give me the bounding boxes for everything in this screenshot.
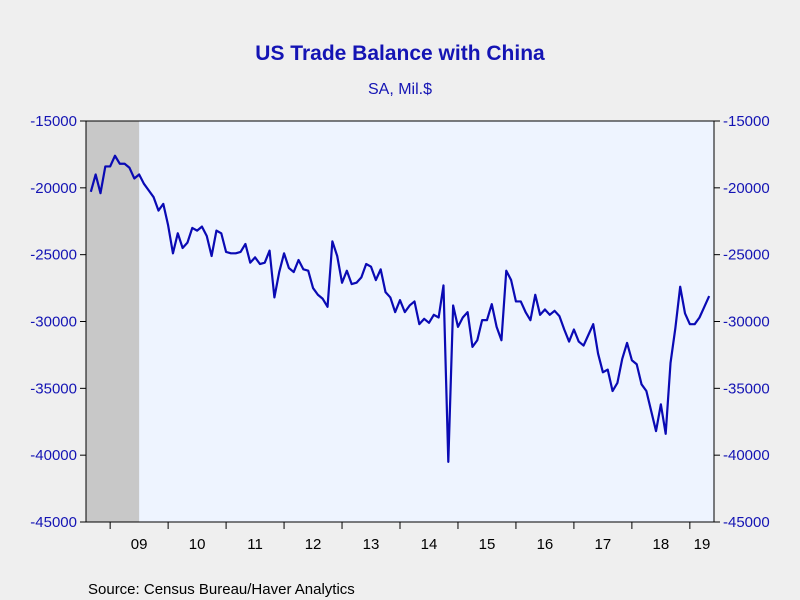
source-note: Source: Census Bureau/Haver Analytics — [88, 581, 355, 598]
y-tick-label-right: -25000 — [723, 247, 770, 264]
y-axis-right: -15000 -20000 -25000 -30000 -35000 -40000 -450… — [714, 113, 770, 531]
x-tick-label: 09 — [131, 536, 148, 553]
x-tick-label: 18 — [653, 536, 670, 553]
y-tick-label-left: -40000 — [30, 447, 77, 464]
y-tick-label-left: -15000 — [30, 113, 77, 130]
x-tick-label: 17 — [595, 536, 612, 553]
y-tick-label-left: -30000 — [30, 314, 77, 331]
recession-shading — [86, 121, 140, 522]
plot-frame — [85, 120, 715, 523]
x-tick-label: 19 — [694, 536, 711, 553]
trade-balance-line — [89, 154, 711, 463]
y-tick-label-right: -15000 — [723, 113, 770, 130]
y-tick-label-right: -30000 — [723, 314, 770, 331]
x-axis: 09 10 11 12 13 14 15 16 17 18 19 — [109, 522, 711, 553]
y-axis-left: -15000 -20000 -25000 -30000 -35000 -40000 -450… — [30, 113, 86, 531]
y-tick-label-right: -45000 — [723, 514, 770, 531]
plot-background — [86, 121, 714, 522]
y-tick-label-left: -35000 — [30, 380, 77, 397]
x-tick-label: 11 — [247, 536, 263, 553]
x-tick-label: 13 — [363, 536, 380, 553]
x-tick-label: 10 — [189, 536, 206, 553]
y-tick-label-right: -40000 — [723, 447, 770, 464]
y-tick-label-right: -20000 — [723, 180, 770, 197]
chart-title: US Trade Balance with China — [255, 42, 545, 65]
x-tick-label: 16 — [537, 536, 554, 553]
x-tick-label: 14 — [421, 536, 438, 553]
x-tick-label: 15 — [479, 536, 496, 553]
chart-subtitle: SA, Mil.$ — [368, 81, 432, 98]
x-tick-label: 12 — [305, 536, 322, 553]
y-tick-label-left: -25000 — [30, 247, 77, 264]
y-tick-label-left: -20000 — [30, 180, 77, 197]
y-tick-label-right: -35000 — [723, 380, 770, 397]
y-tick-label-left: -45000 — [30, 514, 77, 531]
